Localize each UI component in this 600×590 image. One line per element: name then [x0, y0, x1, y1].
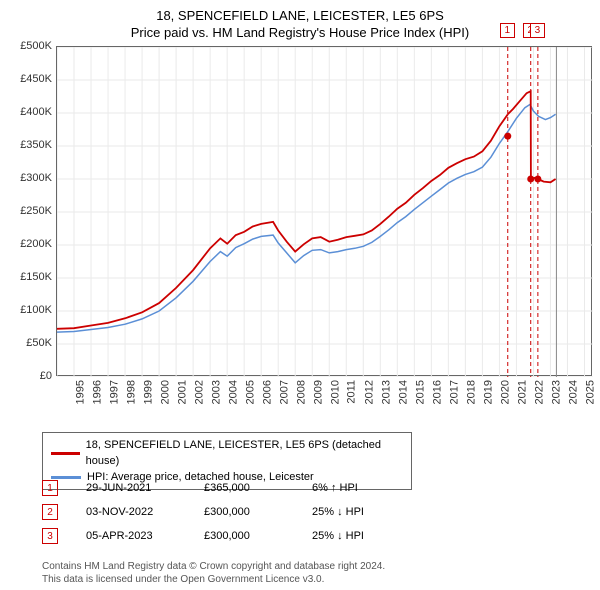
plot-area: 123	[56, 46, 592, 376]
sales-list: 1 29-JUN-2021 £365,000 6% ↑ HPI 2 03-NOV-2022…	[42, 476, 432, 548]
x-tick-label: 2009	[313, 380, 325, 404]
x-tick-label: 2002	[194, 380, 206, 404]
sale-number-box: 3	[42, 528, 58, 544]
x-tick-label: 1999	[143, 380, 155, 404]
sale-row: 3 05-APR-2023 £300,000 25% ↓ HPI	[42, 524, 432, 548]
x-tick-label: 2008	[296, 380, 308, 404]
sale-date: 05-APR-2023	[86, 530, 176, 542]
footer-line-1: Contains HM Land Registry data © Crown c…	[42, 560, 582, 573]
sale-delta: 25% ↓ HPI	[312, 506, 432, 518]
sale-row: 2 03-NOV-2022 £300,000 25% ↓ HPI	[42, 500, 432, 524]
sale-price: £365,000	[204, 482, 284, 494]
sale-price: £300,000	[204, 530, 284, 542]
y-tick-label: £250K	[20, 205, 52, 217]
sale-row: 1 29-JUN-2021 £365,000 6% ↑ HPI	[42, 476, 432, 500]
x-tick-label: 1997	[109, 380, 121, 404]
x-tick-label: 2022	[534, 380, 546, 404]
x-tick-label: 2019	[483, 380, 495, 404]
sale-marker-box: 1	[500, 23, 515, 38]
chart-area: £0 £50K £100K £150K £200K £250K £300K £350K £400…	[6, 46, 594, 396]
x-tick-label: 2013	[381, 380, 393, 404]
sale-delta: 25% ↓ HPI	[312, 530, 432, 542]
y-tick-label: £200K	[20, 238, 52, 250]
x-tick-label: 2007	[279, 380, 291, 404]
x-tick-label: 2004	[228, 380, 240, 404]
sale-number-box: 1	[42, 480, 58, 496]
x-tick-label: 2021	[517, 380, 529, 404]
x-tick-label: 2000	[160, 380, 172, 404]
x-tick-label: 2003	[211, 380, 223, 404]
y-tick-label: £450K	[20, 73, 52, 85]
y-tick-label: £500K	[20, 40, 52, 52]
sale-date: 29-JUN-2021	[86, 482, 176, 494]
x-tick-label: 1998	[126, 380, 138, 404]
y-tick-label: £100K	[20, 304, 52, 316]
sale-delta: 6% ↑ HPI	[312, 482, 432, 494]
y-tick-label: £400K	[20, 106, 52, 118]
chart-title: 18, SPENCEFIELD LANE, LEICESTER, LE5 6PS	[6, 8, 594, 23]
x-tick-label: 2011	[346, 380, 358, 404]
x-tick-label: 2010	[330, 380, 342, 404]
legend-row: 18, SPENCEFIELD LANE, LEICESTER, LE5 6PS…	[51, 437, 403, 469]
footer-line-2: This data is licensed under the Open Gov…	[42, 573, 582, 586]
x-tick-label: 2020	[500, 380, 512, 404]
x-tick-label: 2012	[364, 380, 376, 404]
y-tick-label: £50K	[26, 337, 52, 349]
sale-number-box: 2	[42, 504, 58, 520]
y-tick-label: £0	[40, 370, 52, 382]
y-tick-label: £350K	[20, 139, 52, 151]
x-tick-label: 2005	[245, 380, 257, 404]
x-tick-label: 2016	[432, 380, 444, 404]
x-tick-label: 2025	[585, 380, 597, 404]
x-tick-label: 2006	[262, 380, 274, 404]
x-tick-label: 2023	[551, 380, 563, 404]
y-tick-label: £300K	[20, 172, 52, 184]
sale-marker-box: 3	[530, 23, 545, 38]
y-tick-label: £150K	[20, 271, 52, 283]
x-tick-label: 2015	[415, 380, 427, 404]
y-axis-labels: £0£50K£100K£150K£200K£250K£300K£350K£400…	[6, 46, 54, 376]
legend-swatch	[51, 452, 80, 455]
x-tick-label: 2001	[177, 380, 189, 404]
x-tick-label: 1995	[74, 380, 86, 404]
x-tick-label: 2024	[568, 380, 580, 404]
sale-price: £300,000	[204, 506, 284, 518]
legend-label: 18, SPENCEFIELD LANE, LEICESTER, LE5 6PS…	[86, 437, 403, 469]
x-tick-label: 1996	[92, 380, 104, 404]
x-tick-label: 2018	[466, 380, 478, 404]
x-tick-label: 2014	[398, 380, 410, 404]
x-tick-label: 2017	[449, 380, 461, 404]
sale-date: 03-NOV-2022	[86, 506, 176, 518]
footer-attribution: Contains HM Land Registry data © Crown c…	[42, 560, 582, 586]
